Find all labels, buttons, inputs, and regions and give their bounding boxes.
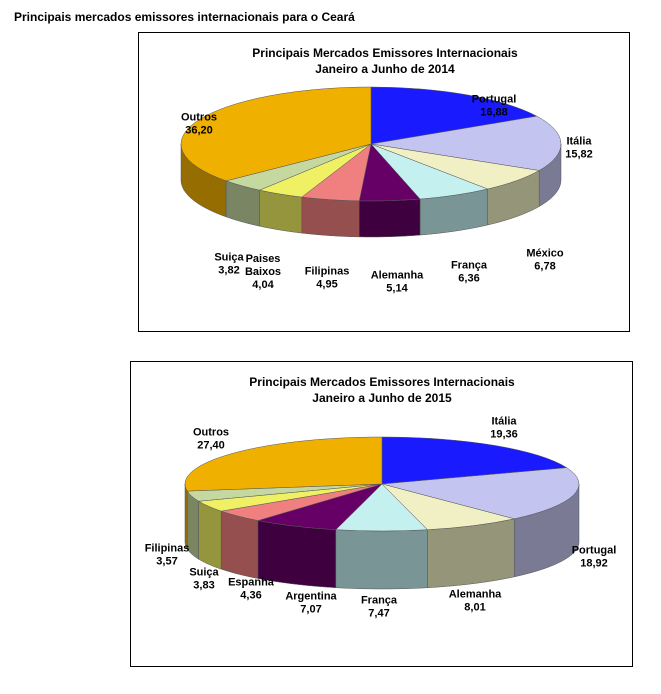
slice-name: Itália bbox=[566, 136, 592, 148]
chart-subtitle: Janeiro a Junho de 2014 bbox=[315, 62, 455, 76]
slice-label-alemanha: Alemanha 8,01 bbox=[449, 589, 502, 614]
slice-label-italia: Itália 19,36 bbox=[490, 416, 518, 441]
slice-label-mexico: México 6,78 bbox=[526, 248, 564, 273]
slice-value: 19,36 bbox=[490, 429, 518, 441]
pie-side-outros bbox=[184, 484, 188, 550]
pie-slice-italia bbox=[370, 115, 562, 171]
chart-title: Principais Mercados Emissores Internacio… bbox=[252, 46, 518, 60]
pie-slice-portugal bbox=[381, 467, 580, 520]
slice-name: Paises bbox=[246, 253, 281, 265]
pie-labels: Portugal 16,88 Itália 15,82 México 6,78 França… bbox=[181, 94, 593, 295]
pie-side-franca bbox=[335, 529, 428, 590]
slice-label-portugal: Portugal 18,92 bbox=[572, 545, 617, 570]
slice-name: Itália bbox=[491, 416, 517, 428]
slice-value: 27,40 bbox=[197, 440, 225, 452]
pie-side-suica bbox=[198, 500, 222, 570]
slice-name: Suiça bbox=[214, 252, 244, 264]
slice-label-suica: Suiça 3,83 bbox=[189, 567, 219, 592]
slice-value: 18,92 bbox=[580, 558, 608, 570]
slice-value: 8,01 bbox=[464, 602, 485, 614]
pie-slices bbox=[180, 86, 562, 238]
slice-value: 6,36 bbox=[458, 273, 479, 285]
slice-name: Alemanha bbox=[449, 589, 502, 601]
slice-name: França bbox=[451, 260, 488, 272]
slice-name: Outros bbox=[193, 427, 229, 439]
slice-label-filipinas: Filipinas 3,57 bbox=[145, 543, 190, 568]
slice-name: México bbox=[526, 248, 564, 260]
slice-label-argentina: Argentina 7,07 bbox=[285, 591, 337, 616]
slice-label-paises-baixos: Paises Baixos 4,04 bbox=[245, 253, 281, 291]
slice-name: França bbox=[361, 595, 398, 607]
slice-label-suica: Suiça 3,82 bbox=[214, 252, 244, 277]
slice-value: 5,14 bbox=[386, 283, 408, 295]
pie-slices bbox=[184, 436, 580, 590]
slice-value: 3,83 bbox=[193, 580, 214, 592]
slice-value: 36,20 bbox=[185, 125, 213, 137]
pie-slice-italia bbox=[381, 436, 568, 485]
slice-name: Espanha bbox=[228, 577, 275, 589]
slice-value: 4,95 bbox=[316, 279, 337, 291]
pie-side-alemanha bbox=[359, 198, 421, 238]
slice-label-outros: Outros 36,20 bbox=[181, 112, 217, 137]
slice-value: 4,36 bbox=[240, 590, 261, 602]
pie-slice-alemanha bbox=[381, 483, 515, 530]
slice-label-outros: Outros 27,40 bbox=[193, 427, 229, 452]
pie-chart-2014-svg: Principais Mercados Emissores Internacio… bbox=[180, 46, 593, 295]
pie-side-espanha bbox=[220, 510, 259, 579]
chart-title: Principais Mercados Emissores Internacio… bbox=[249, 375, 515, 389]
page-title: Principais mercados emissores internacio… bbox=[14, 10, 355, 24]
slice-name: Outros bbox=[181, 112, 217, 124]
slice-value: 7,07 bbox=[300, 604, 321, 616]
slice-label-franca: França 6,36 bbox=[451, 260, 488, 285]
slice-label-espanha: Espanha 4,36 bbox=[228, 577, 275, 602]
slice-value: 16,88 bbox=[480, 107, 508, 119]
slice-label-alemanha: Alemanha 5,14 bbox=[371, 270, 424, 295]
pie-side-filipinas bbox=[301, 196, 360, 238]
slice-name: Suiça bbox=[189, 567, 219, 579]
pie-slice-outros bbox=[184, 436, 383, 492]
pie-chart-2015: Principais Mercados Emissores Internacio… bbox=[130, 361, 633, 667]
pie-chart-2014: Principais Mercados Emissores Internacio… bbox=[138, 32, 630, 332]
chart-subtitle: Janeiro a Junho de 2015 bbox=[312, 391, 452, 405]
slice-value: 7,47 bbox=[368, 608, 389, 620]
pie-slice-outros bbox=[180, 86, 372, 182]
slice-name: Filipinas bbox=[305, 266, 350, 278]
slice-name: Portugal bbox=[472, 94, 517, 106]
slice-name: Portugal bbox=[572, 545, 617, 557]
pie-side-paises-baixos bbox=[259, 189, 303, 234]
slice-label-franca: França 7,47 bbox=[361, 595, 398, 620]
pie-chart-2015-svg: Principais Mercados Emissores Internacio… bbox=[145, 375, 617, 620]
slice-name: Alemanha bbox=[371, 270, 424, 282]
slice-name: Argentina bbox=[285, 591, 337, 603]
slice-value: 3,82 bbox=[218, 265, 239, 277]
slice-label-italia: Itália 15,82 bbox=[565, 136, 593, 161]
pie-slice-portugal bbox=[370, 86, 538, 145]
slice-name: Baixos bbox=[245, 266, 281, 278]
slice-name: Filipinas bbox=[145, 543, 190, 555]
slice-label-portugal: Portugal 16,88 bbox=[472, 94, 517, 119]
slice-value: 3,57 bbox=[156, 556, 177, 568]
slice-value: 6,78 bbox=[534, 261, 555, 273]
slice-value: 4,04 bbox=[252, 279, 274, 291]
pie-side-alemanha bbox=[427, 518, 515, 588]
slice-label-filipinas: Filipinas 4,95 bbox=[305, 266, 350, 291]
pie-labels: Itália 19,36 Portugal 18,92 Alemanha 8,01 Fran… bbox=[145, 416, 617, 620]
slice-value: 15,82 bbox=[565, 149, 593, 161]
